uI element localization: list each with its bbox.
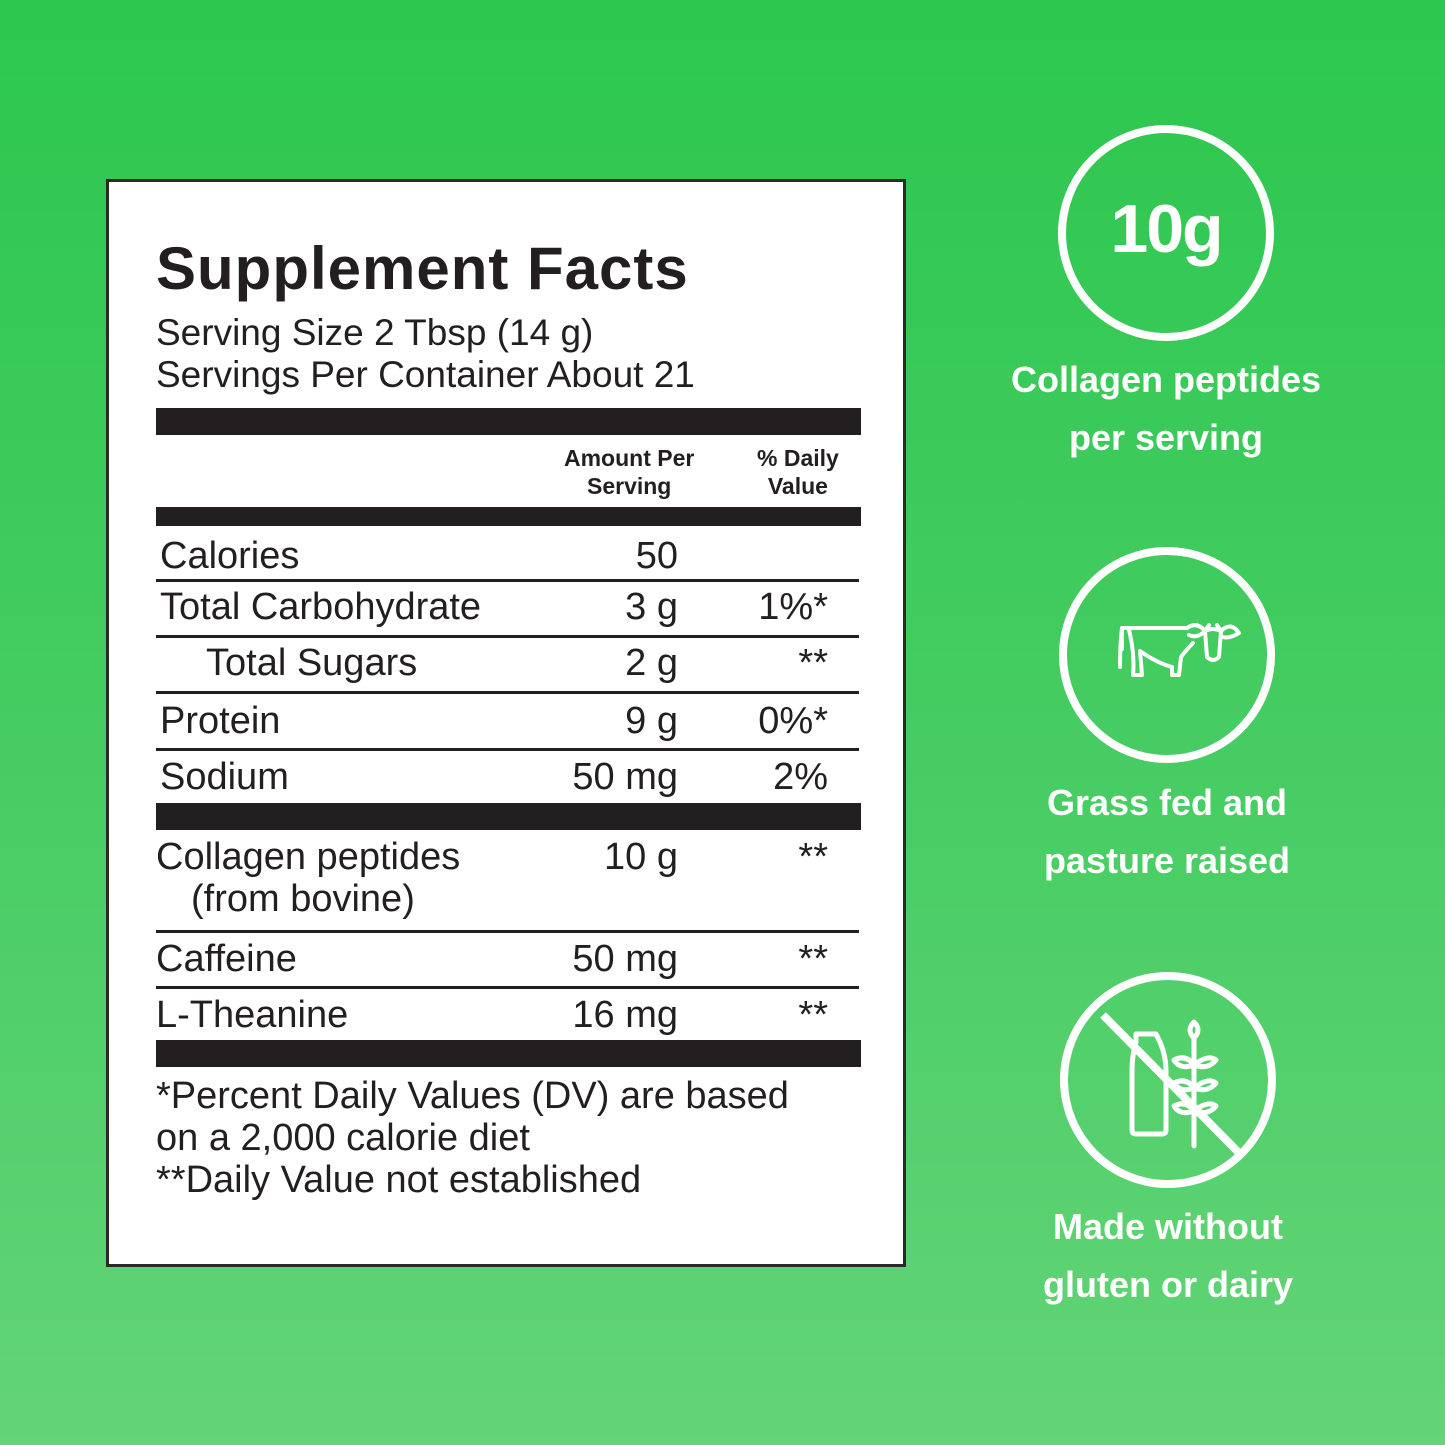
row-divider bbox=[156, 748, 859, 751]
row-divider bbox=[156, 986, 859, 989]
divider-bar bbox=[156, 1040, 861, 1067]
divider-bar bbox=[156, 408, 861, 435]
divider-bar bbox=[156, 507, 861, 526]
row-collagen: Collagen peptides (from bovine) 10 g ** bbox=[156, 836, 828, 920]
row-calories: Calories 50 bbox=[160, 535, 678, 577]
badge-gluten-dairy-text: Made without gluten or dairy bbox=[1042, 1206, 1294, 1305]
10g-text: 10g bbox=[1110, 191, 1223, 267]
badge-grass-fed-text: Grass fed and pasture raised bbox=[1043, 782, 1291, 881]
row-divider bbox=[156, 579, 859, 582]
col-amount-header: Amount Per Serving bbox=[564, 445, 695, 499]
row-l-theanine: L-Theanine 16 mg ** bbox=[156, 994, 828, 1036]
row-sodium: Sodium 50 mg 2% bbox=[160, 756, 828, 798]
row-caffeine: Caffeine 50 mg ** bbox=[156, 938, 828, 980]
label-title: Supplement Facts bbox=[156, 235, 689, 302]
row-divider bbox=[156, 930, 859, 933]
serving-size: Serving Size 2 Tbsp (14 g) bbox=[156, 312, 594, 353]
divider-bar bbox=[156, 803, 861, 830]
footnote: **Daily Value not established bbox=[156, 1159, 642, 1201]
row-total-sugars: Total Sugars 2 g ** bbox=[206, 642, 828, 684]
row-total-carbohydrate: Total Carbohydrate 3 g 1%* bbox=[160, 586, 828, 628]
supplement-facts-panel: Supplement Facts Serving Size 2 Tbsp (14… bbox=[106, 179, 906, 1267]
badge-collagen-text: Collagen peptides per serving bbox=[1010, 359, 1322, 458]
col-dv-header: % Daily Value bbox=[757, 445, 839, 499]
row-divider bbox=[156, 635, 859, 638]
servings-per-container: Servings Per Container About 21 bbox=[156, 354, 695, 395]
cow-icon bbox=[1059, 547, 1275, 763]
footnote: on a 2,000 calorie diet bbox=[156, 1117, 530, 1159]
row-divider bbox=[156, 691, 859, 694]
footnote: *Percent Daily Values (DV) are based bbox=[156, 1075, 789, 1117]
row-protein: Protein 9 g 0%* bbox=[160, 700, 828, 742]
no-milk-wheat-icon bbox=[1060, 972, 1276, 1188]
collagen-circle bbox=[1058, 125, 1274, 341]
